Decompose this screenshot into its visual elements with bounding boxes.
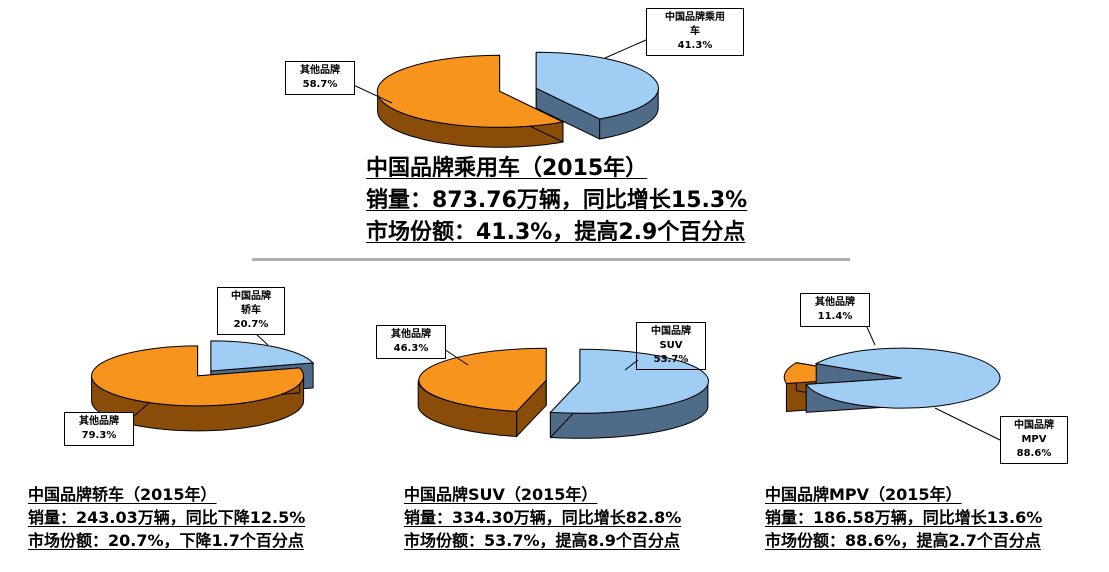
- suv-china-label: 中国品牌 SUV 53.7%: [636, 322, 706, 370]
- main-pie-china-slice: [535, 51, 659, 140]
- leader-line: [624, 359, 639, 371]
- suv-pie-other-slice: [417, 347, 547, 438]
- main-pie: [376, 51, 659, 148]
- mpv-pie: [783, 347, 1001, 413]
- sedan-caption-sales: 销量：243.03万辆，同比下降12.5%: [28, 508, 306, 527]
- sedan-caption-share: 市场份额：20.7%，下降1.7个百分点: [28, 531, 304, 550]
- main-china-label: 中国品牌乘用车 41.3%: [646, 8, 744, 56]
- leader-line: [934, 407, 1001, 441]
- sedan-other-label: 其他品牌 79.3%: [64, 412, 134, 446]
- main-caption-sales: 销量：873.76万辆，同比增长15.3%: [366, 188, 748, 213]
- suv-caption: 中国品牌SUV（2015年） 销量：334.30万辆，同比增长82.8% 市场份…: [404, 483, 681, 552]
- mpv-caption-share: 市场份额：88.6%，提高2.7个百分点: [765, 531, 1041, 550]
- suv-other-label: 其他品牌 46.3%: [376, 325, 446, 359]
- leader-line: [604, 39, 647, 59]
- sedan-china-label: 中国品牌 轿车 20.7%: [217, 287, 285, 335]
- suv-pie: [417, 347, 709, 439]
- leader-line: [255, 333, 269, 346]
- main-caption-title: 中国品牌乘用车（2015年）: [366, 156, 648, 181]
- suv-caption-title: 中国品牌SUV（2015年）: [404, 485, 598, 504]
- suv-caption-share: 市场份额：53.7%，提高8.9个百分点: [404, 531, 680, 550]
- sedan-pie-other-slice: [91, 345, 305, 432]
- mpv-caption: 中国品牌MPV（2015年） 销量：186.58万辆，同比增长13.6% 市场份…: [765, 483, 1042, 552]
- main-caption-share: 市场份额：41.3%，提高2.9个百分点: [366, 220, 746, 245]
- sedan-caption: 中国品牌轿车（2015年） 销量：243.03万辆，同比下降12.5% 市场份额…: [28, 483, 305, 552]
- sedan-pie: [91, 340, 315, 432]
- suv-caption-sales: 销量：334.30万辆，同比增长82.8%: [404, 508, 682, 527]
- mpv-china-label: 中国品牌 MPV 88.6%: [1000, 416, 1068, 464]
- mpv-caption-sales: 销量：186.58万辆，同比增长13.6%: [765, 508, 1043, 527]
- main-caption: 中国品牌乘用车（2015年） 销量：873.76万辆，同比增长15.3% 市场份…: [366, 153, 747, 249]
- main-other-label: 其他品牌 58.7%: [285, 61, 355, 95]
- main-pie-other-slice: [376, 54, 565, 148]
- mpv-caption-title: 中国品牌MPV（2015年）: [765, 485, 962, 504]
- mpv-pie-china-slice: [805, 347, 1001, 413]
- suv-pie-china-slice: [549, 348, 709, 439]
- section-divider: [252, 258, 850, 261]
- sedan-caption-title: 中国品牌轿车（2015年）: [28, 485, 217, 504]
- mpv-other-label: 其他品牌 11.4%: [800, 293, 870, 327]
